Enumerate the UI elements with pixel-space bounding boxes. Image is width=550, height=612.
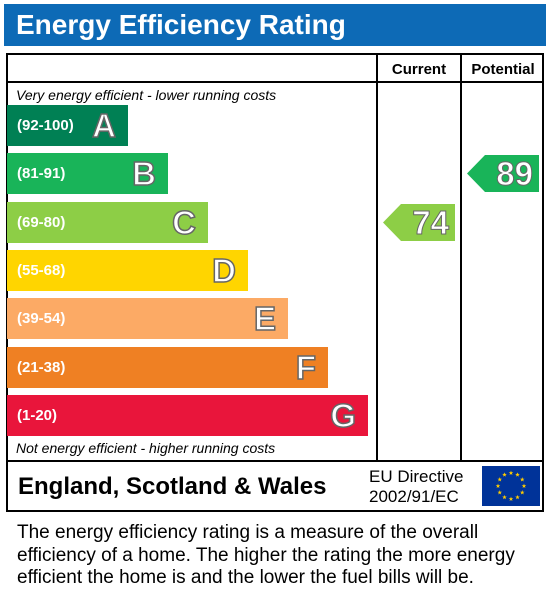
- band-d: (55-68) D: [7, 249, 248, 291]
- current-rating-arrow-value: 74: [412, 203, 450, 241]
- eu-star-icon: [497, 477, 503, 482]
- column-divider-potential: [460, 53, 462, 462]
- band-letter-label: G: [330, 396, 357, 435]
- column-header-current: Current: [391, 61, 447, 78]
- band-a: (92-100) A: [7, 105, 128, 146]
- band-range-label: (69-80): [17, 213, 66, 231]
- eu-star-icon: [502, 472, 507, 477]
- potential-rating-arrow-shape: [467, 155, 539, 193]
- footer-divider: [6, 460, 544, 462]
- eu-star-icon: [508, 496, 514, 501]
- eu-star-icon: [515, 494, 520, 500]
- bottom-note: Not energy efficient - higher running co…: [16, 440, 276, 456]
- eu-star-icon: [508, 470, 514, 475]
- description-text: The energy efficiency rating is a measur…: [17, 522, 515, 588]
- current-rating-arrow-shape: [383, 203, 455, 241]
- eu-star-icon: [497, 490, 503, 495]
- eu-directive: EU Directive 2002/91/EC: [369, 467, 463, 507]
- band-range-label: (39-54): [17, 310, 66, 328]
- band-range-label: (1-20): [17, 406, 58, 424]
- potential-rating-arrow: 89: [467, 155, 539, 193]
- band-c: (69-80) C: [7, 201, 208, 243]
- eu-directive-line2: 2002/91/EC: [369, 487, 459, 506]
- band-e: (39-54) E: [7, 298, 288, 340]
- band-letter-label: D: [211, 251, 236, 290]
- country-label: England, Scotland & Wales: [18, 473, 327, 500]
- eu-star-icon: [519, 477, 525, 482]
- eu-star-icon: [521, 483, 527, 488]
- eu-directive-line1: EU Directive: [369, 467, 464, 486]
- eu-flag-icon: [482, 466, 540, 506]
- top-note: Very energy efficient - lower running co…: [16, 87, 277, 103]
- eu-star-icon: [495, 483, 501, 488]
- current-rating-arrow: 74: [383, 203, 455, 241]
- header-divider: [6, 81, 544, 83]
- band-letter-label: E: [253, 299, 277, 338]
- column-header-potential: Potential: [471, 61, 535, 78]
- eu-star-icon: [515, 472, 520, 477]
- band-letter-label: A: [91, 106, 116, 145]
- band-range-label: (55-68): [17, 261, 66, 279]
- chart-title: Energy Efficiency Rating: [16, 9, 346, 40]
- band-g: (1-20) G: [7, 394, 368, 436]
- band-letter-label: F: [295, 348, 317, 387]
- eu-star-icon: [502, 494, 507, 500]
- column-divider-current: [376, 53, 378, 462]
- band-range-label: (92-100): [17, 117, 74, 134]
- potential-rating-arrow-value: 89: [496, 155, 534, 193]
- title-bar: Energy Efficiency Rating: [4, 4, 546, 46]
- band-b: (81-91) B: [7, 153, 168, 195]
- band-range-label: (81-91): [17, 165, 66, 183]
- band-letter-label: C: [171, 203, 196, 242]
- band-range-label: (21-38): [17, 358, 66, 376]
- band-f: (21-38) F: [7, 346, 328, 388]
- eu-star-icon: [519, 490, 525, 495]
- band-letter-label: B: [131, 155, 156, 194]
